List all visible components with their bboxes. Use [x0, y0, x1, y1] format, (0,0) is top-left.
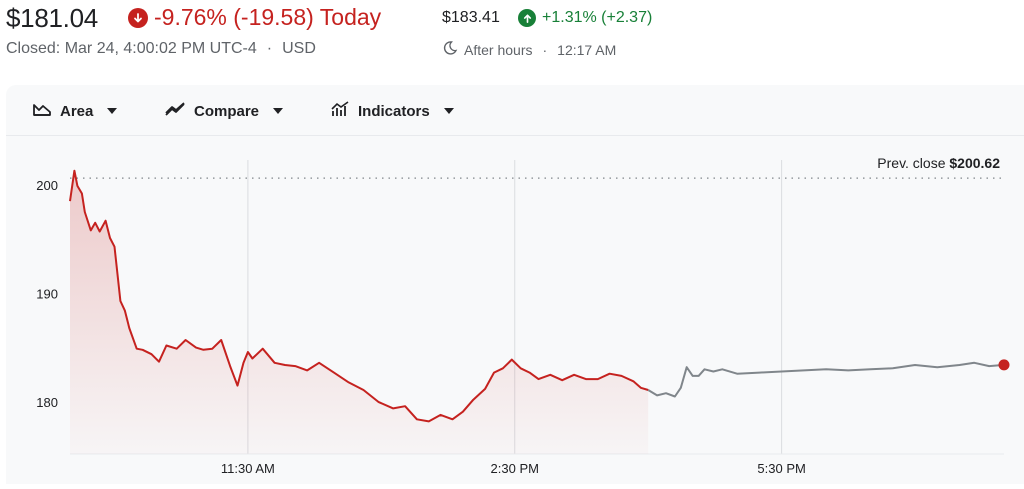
indicators-button-label: Indicators: [358, 102, 430, 120]
area-button[interactable]: Area: [32, 100, 118, 122]
x-tick-label: 5:30 PM: [757, 461, 805, 476]
chart-panel: Area Compare Indicators: [6, 85, 1024, 484]
separator-dot: ·: [266, 40, 273, 57]
arrow-up-icon: [518, 9, 536, 27]
after-hours-price: $183.41: [442, 9, 500, 26]
x-tick-label: 11:30 AM: [221, 461, 275, 476]
chevron-down-icon: [107, 108, 118, 114]
arrow-down-icon: [128, 7, 148, 28]
indicators-button[interactable]: Indicators: [330, 100, 454, 122]
indicators-icon: [330, 101, 350, 121]
after-hours-change-text: +1.31% (+2.37): [542, 9, 653, 26]
after-hours-change: +1.31% (+2.37): [518, 9, 652, 27]
y-tick-label: 180: [36, 395, 58, 410]
after-hours-status: After hours · 12:17 AM: [442, 40, 616, 59]
compare-icon: [164, 101, 186, 121]
closed-label: Closed: Mar 24, 4:00:02 PM UTC-4: [6, 40, 257, 57]
quote-header: $181.04 -9.76% (-19.58) Today Closed: Ma…: [0, 0, 1024, 80]
last-price-dot: [998, 359, 1010, 371]
compare-button[interactable]: Compare: [164, 100, 284, 122]
after-hours-time: 12:17 AM: [557, 41, 617, 58]
x-tick-label: 2:30 PM: [491, 461, 539, 476]
currency-label: USD: [282, 40, 316, 57]
compare-button-label: Compare: [194, 102, 260, 120]
today-change-text: -9.76% (-19.58) Today: [154, 4, 382, 30]
area-button-label: Area: [60, 102, 94, 120]
prev-close-label: Prev. close $200.62: [877, 155, 1000, 171]
chevron-down-icon: [273, 108, 284, 114]
current-price: $181.04: [6, 3, 98, 33]
chart-area[interactable]: 11:30 AM 2:30 PM 5:30 PM 180 190 200 Prev. clo…: [6, 136, 1024, 484]
after-hours-line: [647, 361, 1005, 398]
chevron-down-icon: [443, 108, 454, 114]
market-status: Closed: Mar 24, 4:00:02 PM UTC-4 · USD: [6, 40, 316, 58]
regular-session-line: [69, 169, 649, 423]
after-hours-label: After hours: [464, 41, 533, 58]
y-tick-label: 200: [36, 178, 58, 193]
area-chart-icon: [32, 101, 52, 121]
regular-session-area: [70, 170, 649, 454]
y-tick-label: 190: [36, 286, 58, 301]
moon-icon: [442, 40, 458, 59]
chart-toolbar: Area Compare Indicators: [6, 85, 1024, 136]
price-chart: 11:30 AM 2:30 PM 5:30 PM 180 190 200 Prev. clo…: [36, 155, 1010, 476]
today-change: -9.76% (-19.58) Today: [128, 4, 381, 31]
separator-dot: ·: [542, 41, 548, 58]
